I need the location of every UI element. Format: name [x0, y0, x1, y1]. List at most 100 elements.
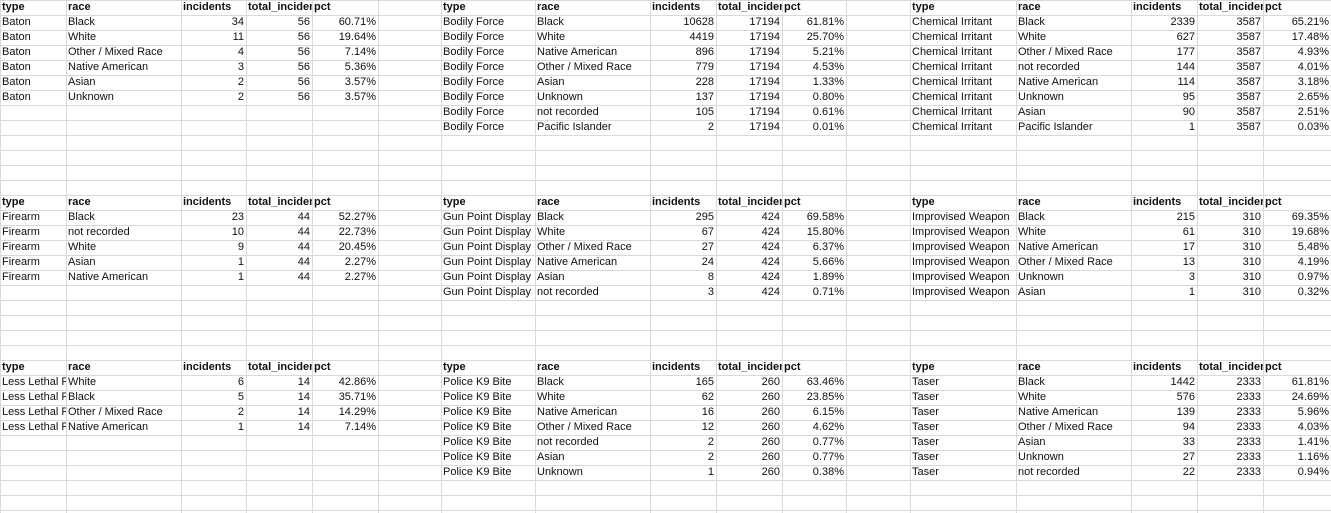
column-header-race[interactable]: race	[68, 196, 91, 208]
race-cell[interactable]: Native American	[537, 46, 618, 58]
incidents-cell[interactable]: 9	[237, 241, 244, 253]
race-cell[interactable]: Other / Mixed Race	[1018, 46, 1113, 58]
race-cell[interactable]: Other / Mixed Race	[68, 406, 163, 418]
race-cell[interactable]: not recorded	[537, 106, 599, 118]
type-cell[interactable]: Taser	[912, 436, 939, 448]
column-header-race[interactable]: race	[537, 361, 560, 373]
incidents-cell[interactable]: 8	[707, 271, 714, 283]
column-header-race[interactable]: race	[1018, 196, 1041, 208]
total-incidents-cell[interactable]: 424	[761, 256, 780, 268]
column-header-type[interactable]: type	[2, 196, 25, 208]
column-header-total-incidents[interactable]: total_incidents	[718, 1, 782, 13]
pct-cell[interactable]: 19.68%	[1291, 226, 1329, 238]
type-cell[interactable]: Taser	[912, 376, 939, 388]
incidents-cell[interactable]: 1	[1188, 286, 1195, 298]
incidents-cell[interactable]: 24	[701, 256, 714, 268]
type-cell[interactable]: Baton	[2, 91, 31, 103]
total-incidents-cell[interactable]: 14	[297, 421, 310, 433]
column-header-total-incidents[interactable]: total_incidents	[1199, 196, 1263, 208]
type-cell[interactable]: Gun Point Display	[443, 256, 532, 268]
incidents-cell[interactable]: 2	[707, 451, 714, 463]
type-cell[interactable]: Firearm	[2, 241, 40, 253]
race-cell[interactable]: Asian	[1018, 106, 1046, 118]
total-incidents-cell[interactable]: 2333	[1236, 421, 1261, 433]
race-cell[interactable]: Other / Mixed Race	[537, 241, 632, 253]
type-cell[interactable]: Less Lethal Projectile	[2, 406, 66, 418]
pct-cell[interactable]: 0.80%	[812, 91, 844, 103]
column-header-incidents[interactable]: incidents	[652, 361, 701, 373]
incidents-cell[interactable]: 3	[237, 61, 244, 73]
pct-cell[interactable]: 0.94%	[1297, 466, 1329, 478]
incidents-cell[interactable]: 177	[1176, 46, 1195, 58]
type-cell[interactable]: Improvised Weapon	[912, 226, 1010, 238]
incidents-cell[interactable]: 23	[231, 211, 244, 223]
total-incidents-cell[interactable]: 17194	[749, 31, 780, 43]
race-cell[interactable]: Native American	[537, 406, 618, 418]
column-header-race[interactable]: race	[537, 1, 560, 13]
pct-cell[interactable]: 7.14%	[344, 421, 376, 433]
type-cell[interactable]: Less Lethal Projectile	[2, 391, 66, 403]
total-incidents-cell[interactable]: 424	[761, 271, 780, 283]
pct-cell[interactable]: 4.62%	[812, 421, 844, 433]
pct-cell[interactable]: 19.64%	[338, 31, 376, 43]
total-incidents-cell[interactable]: 3587	[1236, 61, 1261, 73]
pct-cell[interactable]: 35.71%	[338, 391, 376, 403]
total-incidents-cell[interactable]: 56	[297, 91, 310, 103]
type-cell[interactable]: Improvised Weapon	[912, 286, 1010, 298]
pct-cell[interactable]: 0.03%	[1297, 121, 1329, 133]
race-cell[interactable]: White	[68, 31, 97, 43]
pct-cell[interactable]: 6.15%	[812, 406, 844, 418]
pct-cell[interactable]: 2.27%	[344, 271, 376, 283]
type-cell[interactable]: Baton	[2, 61, 31, 73]
race-cell[interactable]: Black	[68, 391, 95, 403]
total-incidents-cell[interactable]: 14	[297, 376, 310, 388]
pct-cell[interactable]: 69.35%	[1291, 211, 1329, 223]
type-cell[interactable]: Baton	[2, 76, 31, 88]
incidents-cell[interactable]: 6	[237, 376, 244, 388]
race-cell[interactable]: Asian	[68, 256, 96, 268]
race-cell[interactable]: Black	[537, 376, 564, 388]
incidents-cell[interactable]: 17	[1182, 241, 1195, 253]
column-header-pct[interactable]: pct	[314, 1, 331, 13]
incidents-cell[interactable]: 27	[701, 241, 714, 253]
total-incidents-cell[interactable]: 17194	[749, 106, 780, 118]
incidents-cell[interactable]: 228	[695, 76, 714, 88]
total-incidents-cell[interactable]: 44	[297, 241, 310, 253]
incidents-cell[interactable]: 576	[1176, 391, 1195, 403]
incidents-cell[interactable]: 1	[1188, 121, 1195, 133]
incidents-cell[interactable]: 1	[707, 466, 714, 478]
column-header-incidents[interactable]: incidents	[1133, 196, 1182, 208]
incidents-cell[interactable]: 2	[237, 91, 244, 103]
type-cell[interactable]: Bodily Force	[443, 16, 505, 28]
pct-cell[interactable]: 4.01%	[1297, 61, 1329, 73]
column-header-pct[interactable]: pct	[784, 196, 801, 208]
total-incidents-cell[interactable]: 310	[1242, 211, 1261, 223]
race-cell[interactable]: Native American	[68, 271, 149, 283]
incidents-cell[interactable]: 10628	[683, 16, 714, 28]
column-header-pct[interactable]: pct	[784, 1, 801, 13]
type-cell[interactable]: Firearm	[2, 256, 40, 268]
column-header-pct[interactable]: pct	[1265, 361, 1282, 373]
type-cell[interactable]: Gun Point Display	[443, 226, 532, 238]
total-incidents-cell[interactable]: 56	[297, 76, 310, 88]
type-cell[interactable]: Improvised Weapon	[912, 211, 1010, 223]
incidents-cell[interactable]: 896	[695, 46, 714, 58]
pct-cell[interactable]: 1.33%	[812, 76, 844, 88]
type-cell[interactable]: Bodily Force	[443, 91, 505, 103]
pct-cell[interactable]: 23.85%	[806, 391, 844, 403]
type-cell[interactable]: Taser	[912, 451, 939, 463]
column-header-pct[interactable]: pct	[1265, 1, 1282, 13]
column-header-type[interactable]: type	[912, 196, 935, 208]
type-cell[interactable]: Chemical Irritant	[912, 106, 993, 118]
incidents-cell[interactable]: 295	[695, 211, 714, 223]
type-cell[interactable]: Improvised Weapon	[912, 241, 1010, 253]
race-cell[interactable]: not recorded	[1018, 61, 1080, 73]
incidents-cell[interactable]: 11	[232, 31, 244, 43]
column-header-type[interactable]: type	[912, 1, 935, 13]
total-incidents-cell[interactable]: 17194	[749, 121, 780, 133]
column-header-incidents[interactable]: incidents	[183, 361, 232, 373]
type-cell[interactable]: Chemical Irritant	[912, 61, 993, 73]
pct-cell[interactable]: 4.53%	[812, 61, 844, 73]
total-incidents-cell[interactable]: 260	[761, 451, 780, 463]
type-cell[interactable]: Taser	[912, 421, 939, 433]
